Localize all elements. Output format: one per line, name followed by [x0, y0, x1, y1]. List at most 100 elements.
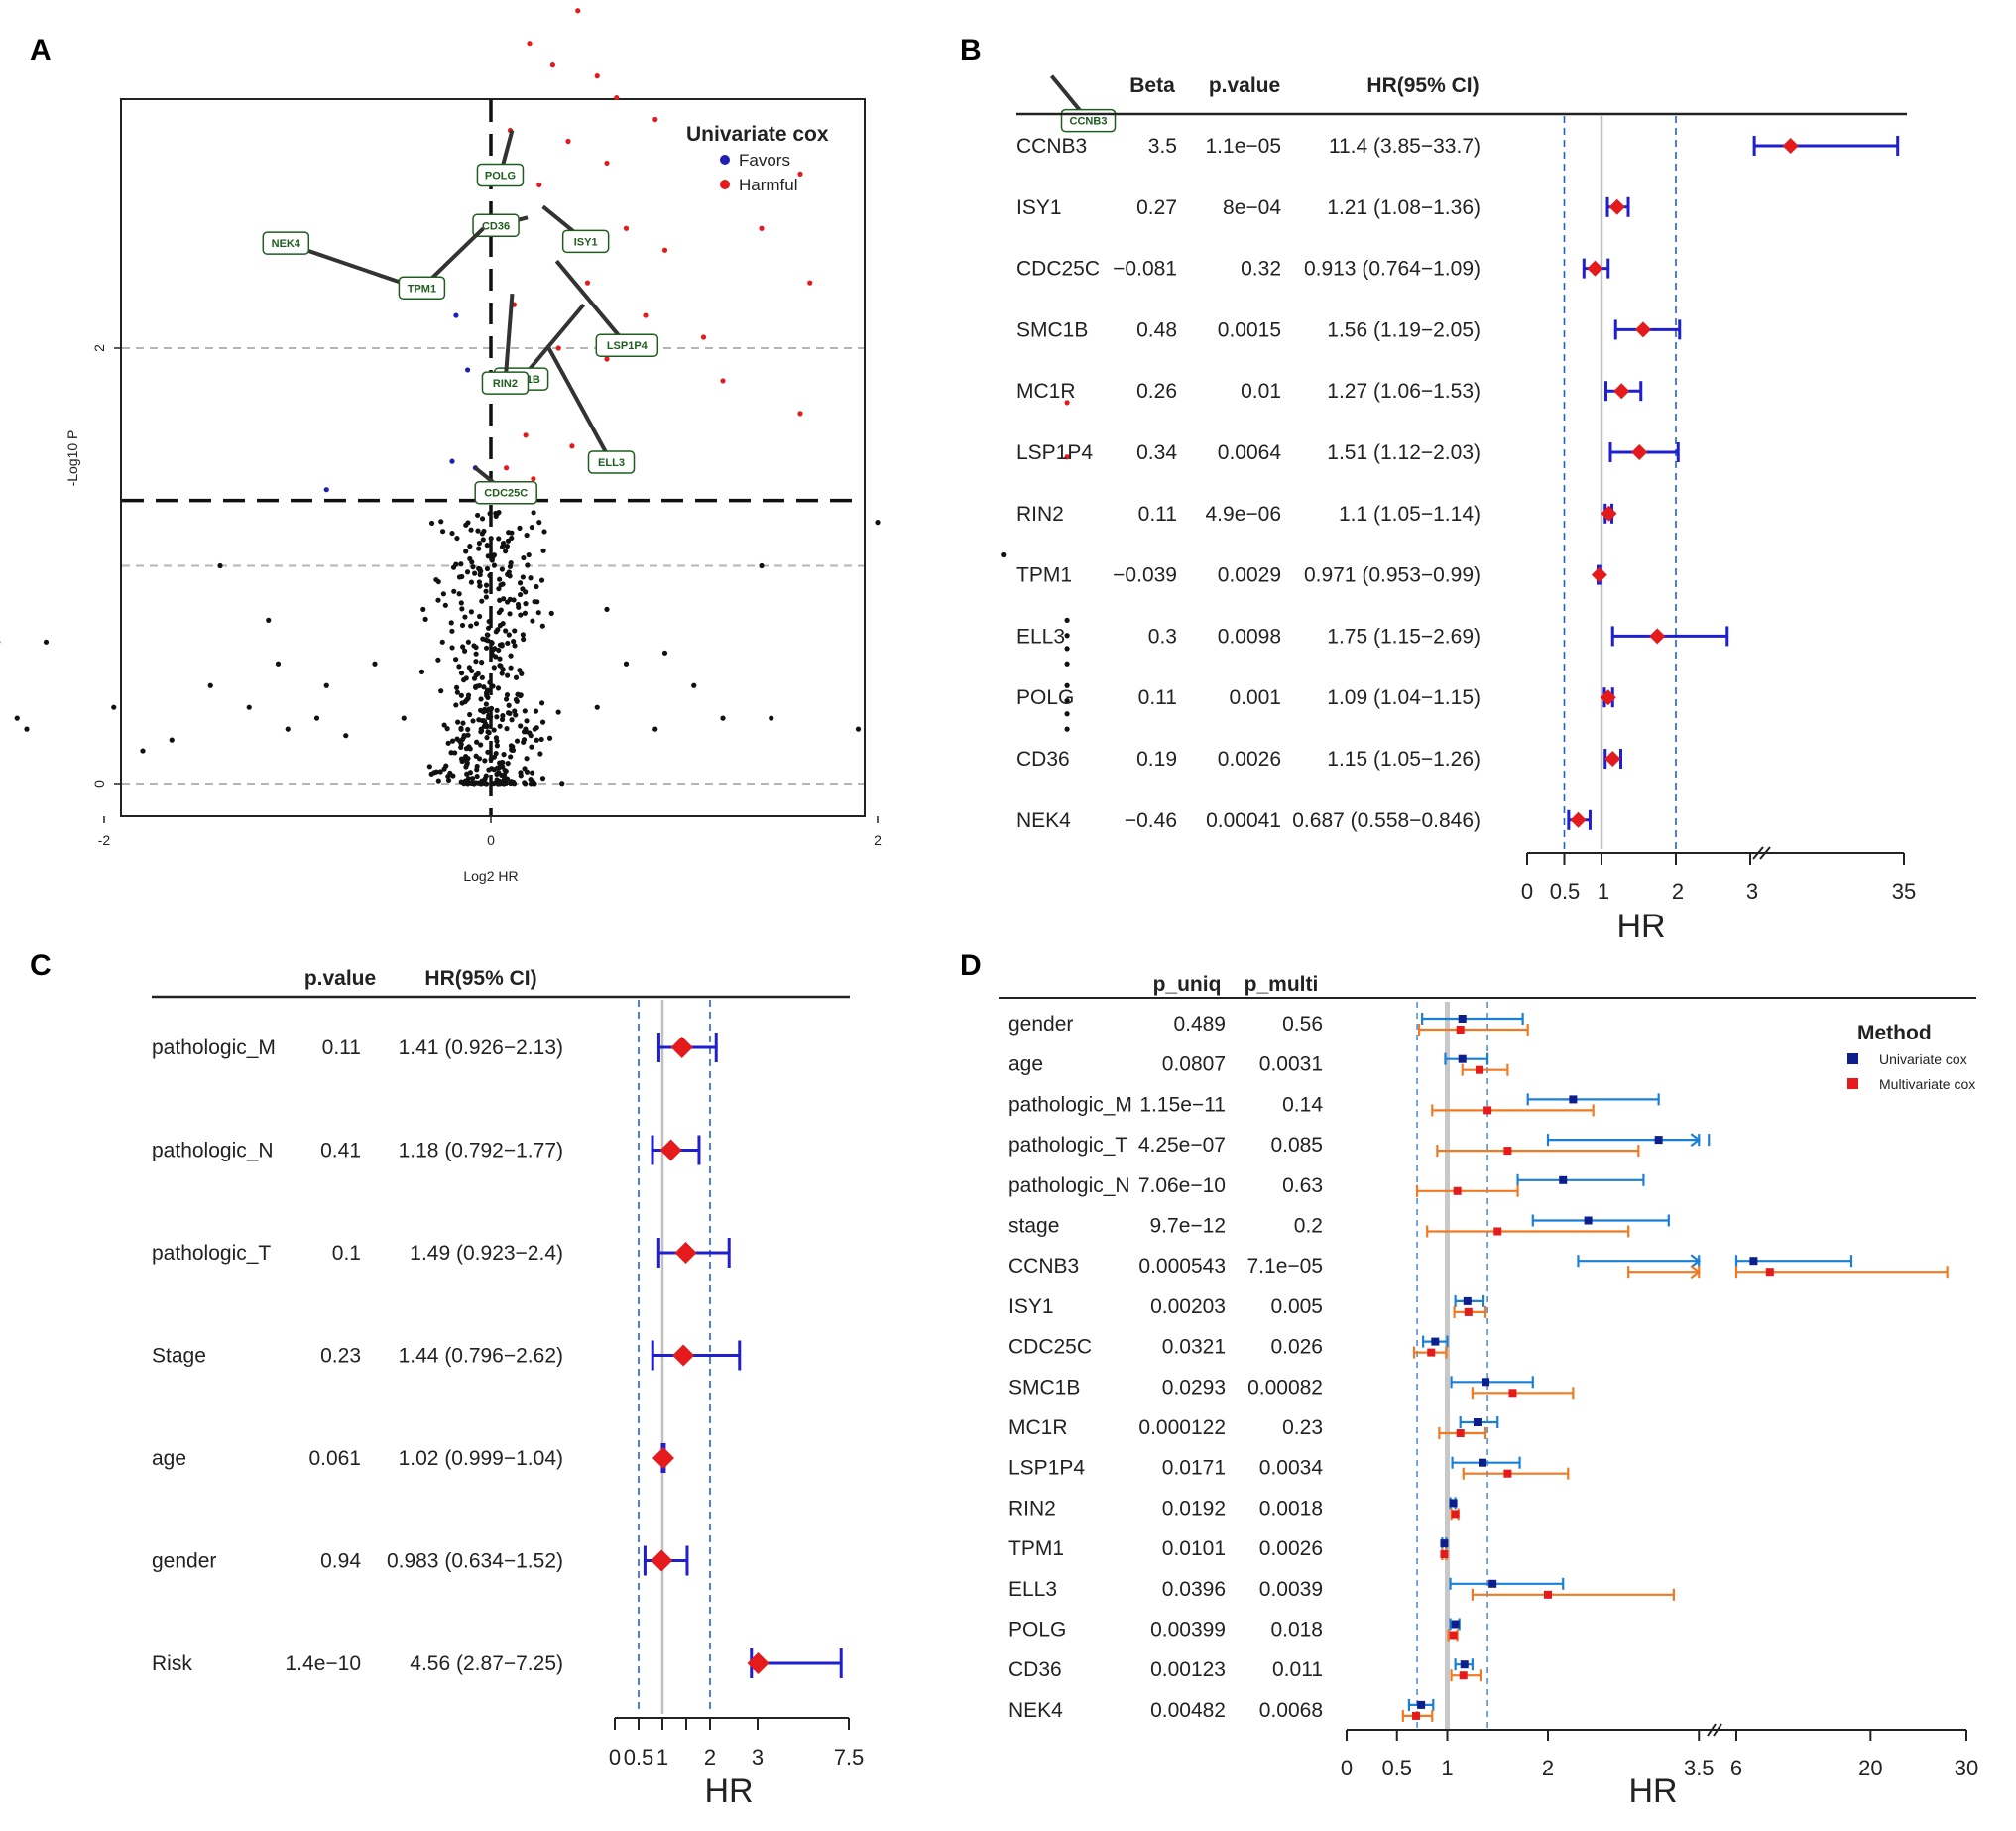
d-univariate-hr-point: [1417, 1700, 1426, 1709]
d-row-pmulti: 0.14: [1282, 1093, 1323, 1116]
nonsignificant-point: [449, 530, 455, 537]
d-axis-tick-label: 30: [1955, 1756, 1978, 1780]
nonsignificant-point: [509, 717, 515, 723]
nonsignificant-point: [467, 544, 473, 549]
d-axis-tick-label: 0.5: [1381, 1756, 1412, 1780]
b-axis-break-mark: [1759, 846, 1771, 860]
nonsignificant-point: [473, 651, 479, 657]
b-x-axis: 0 0.5 1 2 3 35: [1521, 846, 1916, 904]
d-multivariate-hr-point: [1459, 1671, 1468, 1680]
nonsignificant-point: [498, 779, 504, 785]
nonsignificant-point: [451, 588, 457, 594]
b-row-label: ELL3: [1016, 625, 1065, 648]
c-row-hr-ci: 1.02 (0.999−1.04): [399, 1447, 563, 1470]
volcano-y-tick-label: 0: [91, 780, 107, 788]
nonsignificant-point: [503, 628, 509, 634]
nonsignificant-point: [1064, 726, 1070, 732]
favors-point: [323, 487, 329, 493]
nonsignificant-point: [468, 623, 474, 629]
nonsignificant-point: [759, 562, 765, 569]
nonsignificant-point: [503, 549, 509, 554]
d-row-label: CDC25C: [1008, 1336, 1092, 1359]
nonsignificant-point: [521, 554, 527, 561]
nonsignificant-point: [488, 553, 495, 559]
nonsignificant-point: [449, 738, 456, 744]
gene-label-box: [481, 371, 530, 395]
nonsignificant-point: [518, 591, 524, 598]
d-multivariate-hr-point: [1544, 1590, 1552, 1599]
nonsignificant-point: [500, 760, 506, 766]
c-x-axis-label: HR: [704, 1772, 753, 1810]
d-row-label: NEK4: [1008, 1699, 1063, 1722]
c-row-pvalue: 0.94: [320, 1550, 361, 1573]
nonsignificant-point: [285, 726, 291, 732]
d-legend-univariate-label: Univariate cox: [1879, 1051, 1967, 1067]
harmful-point: [797, 411, 803, 417]
volcano-y-axis-label: -Log10 P: [64, 430, 80, 487]
nonsignificant-point: [507, 710, 513, 716]
c-header-hr: HR(95% CI): [424, 967, 536, 990]
nonsignificant-point: [486, 618, 492, 625]
b-hr-point: [1600, 689, 1616, 706]
nonsignificant-point: [449, 628, 455, 634]
nonsignificant-point: [493, 629, 499, 635]
nonsignificant-point: [140, 748, 146, 754]
gene-label-box: [476, 163, 525, 187]
b-row-hr-ci: 1.56 (1.19−2.05): [1327, 318, 1481, 341]
c-hr-point: [672, 1344, 695, 1367]
nonsignificant-point: [275, 661, 282, 667]
c-row-pvalue: 0.061: [308, 1447, 361, 1470]
harmful-point: [661, 247, 668, 253]
b-hr-point: [1782, 138, 1799, 154]
nonsignificant-point: [490, 683, 496, 689]
gene-label-box: [561, 229, 610, 254]
nonsignificant-point: [433, 769, 439, 775]
nonsignificant-point: [479, 660, 485, 666]
b-row-pvalue: 0.0015: [1218, 318, 1281, 341]
nonsignificant-point: [1001, 551, 1007, 558]
b-row-beta: 0.26: [1136, 380, 1177, 403]
d-row-puniq: 0.00399: [1150, 1619, 1226, 1642]
b-row-label: SMC1B: [1016, 318, 1088, 341]
harmful-point: [1064, 400, 1070, 406]
nonsignificant-point: [420, 606, 426, 613]
nonsignificant-point: [497, 576, 503, 582]
nonsignificant-point: [509, 535, 515, 542]
harmful-point: [614, 94, 620, 101]
b-header-hr: HR(95% CI): [1366, 74, 1479, 97]
nonsignificant-point: [494, 714, 500, 720]
favors-point: [465, 367, 471, 373]
nonsignificant-point: [506, 702, 512, 708]
d-axis-break-mark: [1713, 1723, 1722, 1737]
panel-letter-a: A: [30, 34, 52, 66]
nonsignificant-point: [493, 751, 499, 757]
b-row-pvalue: 0.0029: [1218, 564, 1281, 587]
nonsignificant-point: [486, 767, 492, 773]
harmful-point: [527, 41, 533, 47]
nonsignificant-point: [217, 562, 223, 569]
nonsignificant-point: [479, 674, 485, 680]
nonsignificant-point: [529, 524, 535, 531]
c-row-label: pathologic_M: [152, 1037, 276, 1059]
nonsignificant-point: [527, 730, 533, 736]
nonsignificant-point: [516, 604, 522, 610]
b-axis-tick-label: 0: [1521, 879, 1533, 904]
c-row-label: Stage: [152, 1345, 206, 1368]
nonsignificant-point: [483, 645, 490, 651]
nonsignificant-point: [512, 628, 518, 634]
nonsignificant-point: [518, 770, 524, 776]
b-row-pvalue: 4.9e−06: [1206, 503, 1282, 526]
harmful-point: [569, 443, 575, 449]
nonsignificant-point: [401, 715, 407, 721]
nonsignificant-point: [540, 548, 546, 553]
b-row-label: ISY1: [1016, 196, 1062, 219]
d-row-pmulti: 0.0034: [1259, 1457, 1324, 1480]
b-row-label: POLG: [1016, 686, 1074, 709]
nonsignificant-point: [460, 644, 466, 650]
b-row-beta: −0.039: [1113, 564, 1177, 587]
nonsignificant-point: [459, 736, 466, 743]
nonsignificant-point: [445, 740, 451, 746]
c-row-label: Risk: [152, 1652, 192, 1675]
nonsignificant-point: [470, 564, 476, 570]
nonsignificant-point: [435, 657, 441, 663]
